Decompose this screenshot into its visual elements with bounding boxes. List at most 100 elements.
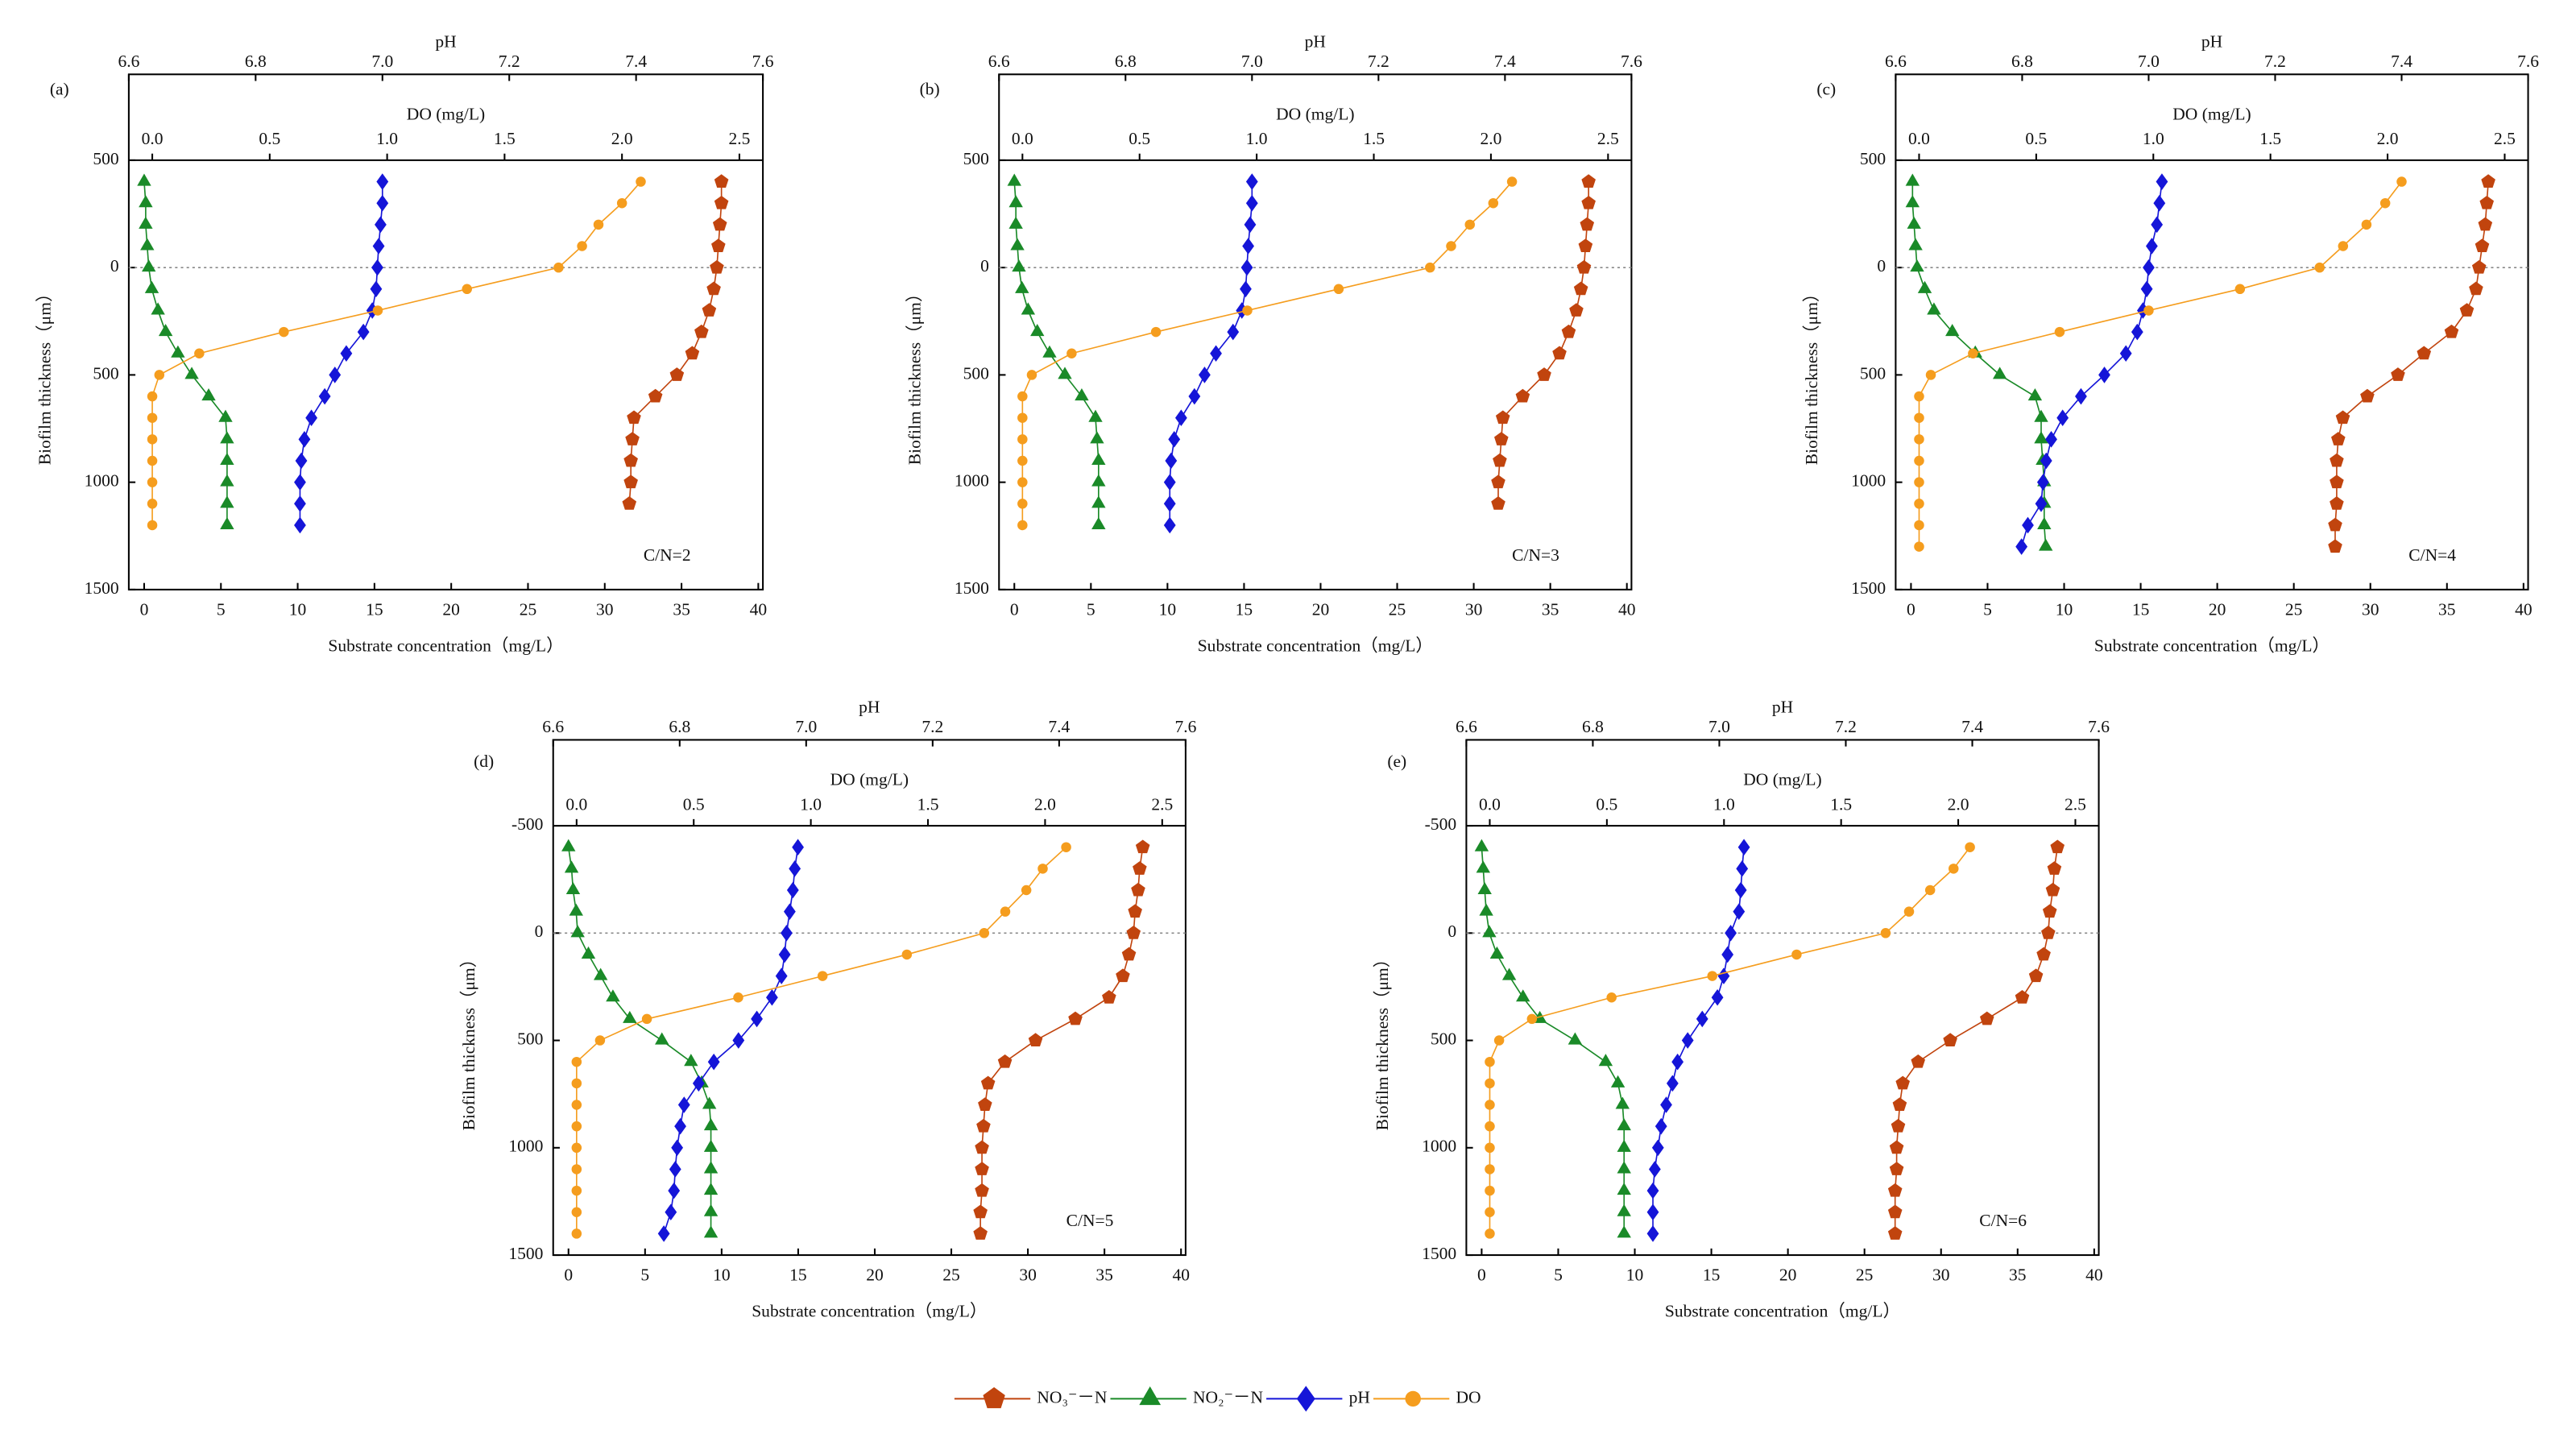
data-point (1495, 410, 1510, 425)
data-point (158, 324, 173, 337)
data-point (1133, 861, 1147, 875)
data-point (1088, 409, 1103, 422)
y-tick-label: 1500 (955, 578, 989, 598)
data-point (220, 495, 234, 508)
data-point (564, 860, 579, 873)
data-point (1091, 495, 1106, 508)
data-point (1163, 495, 1176, 512)
data-point (1485, 1164, 1495, 1174)
data-point (2098, 367, 2110, 383)
data-point (1568, 1032, 1583, 1045)
data-point (1030, 324, 1045, 337)
x2-tick-label: 2.0 (1034, 794, 1056, 814)
data-point (220, 474, 234, 487)
data-point (139, 195, 153, 208)
data-point (694, 324, 709, 338)
x2-tick-label: 1.5 (2259, 129, 2281, 148)
data-point (1880, 928, 1891, 938)
data-point (1949, 864, 1959, 874)
data-point (376, 173, 389, 190)
panel-label: (a) (50, 80, 69, 99)
y-tick-label: 500 (517, 1029, 543, 1048)
legend-marker (983, 1386, 1005, 1409)
y-tick-label: 1000 (955, 471, 989, 491)
data-point (1646, 1204, 1659, 1221)
y-tick-label: 1500 (1851, 578, 1886, 598)
data-point (2140, 280, 2153, 298)
x-axis-title: Substrate concentration（mg/L） (2094, 636, 2330, 656)
data-point (1943, 1033, 1957, 1047)
data-point (571, 1056, 582, 1067)
x2-tick-label: 0.0 (1012, 129, 1033, 148)
data-point (2036, 947, 2051, 961)
x2-tick-label: 2.5 (1597, 129, 1619, 148)
data-point (1617, 1161, 1631, 1174)
data-point (1617, 1225, 1631, 1238)
x2-tick-label: 0.5 (1596, 794, 1617, 814)
x-tick-label: 5 (217, 599, 226, 619)
data-point (2335, 410, 2350, 425)
x-tick-label: 5 (1554, 1266, 1563, 1285)
data-point (623, 1010, 637, 1023)
data-point (571, 1078, 582, 1089)
data-point (1028, 1033, 1043, 1047)
data-point (1493, 1035, 1505, 1046)
data-point (1733, 903, 1746, 920)
x3-tick-label: 7.2 (1835, 717, 1857, 736)
x3-tick-label: 7.2 (2264, 52, 2286, 71)
data-point (147, 520, 158, 531)
series-line (151, 181, 642, 525)
data-point (1015, 280, 1029, 293)
data-point (1128, 904, 1142, 918)
plot-frame (1895, 73, 2529, 590)
data-point (305, 409, 318, 427)
x3-tick-label: 7.4 (2391, 52, 2412, 71)
data-point (571, 1142, 582, 1154)
data-point (1474, 839, 1489, 851)
legend-label: NO₃⁻－N (1037, 1387, 1107, 1406)
data-point (789, 860, 801, 877)
y-tick-label: -500 (1425, 814, 1456, 834)
legend-label: pH (1349, 1387, 1370, 1406)
data-point (1914, 499, 1924, 509)
x2-tick-label: 0.0 (1479, 794, 1501, 814)
data-point (1925, 370, 1936, 380)
data-point (1485, 1185, 1495, 1196)
data-point (1671, 1053, 1684, 1071)
data-point (147, 455, 158, 466)
x-axis-title: Substrate concentration（mg/L） (328, 636, 563, 656)
data-point (2471, 259, 2487, 274)
data-point (2042, 904, 2057, 918)
x-tick-label: 30 (2362, 599, 2379, 619)
data-point (2330, 453, 2344, 467)
data-point (1066, 348, 1077, 359)
x3-tick-label: 7.4 (1961, 717, 1983, 736)
series-line (1013, 181, 1100, 525)
x2-tick-label: 2.5 (2065, 794, 2086, 814)
y-axis-title: Biofilm thickness（μm） (1802, 285, 1821, 466)
data-point (1333, 284, 1344, 295)
x-tick-label: 5 (640, 1266, 649, 1285)
x2-tick-label: 1.5 (494, 129, 516, 148)
data-point (2153, 194, 2166, 212)
data-point (1889, 1140, 1904, 1154)
data-point (616, 197, 627, 209)
data-point (636, 176, 646, 187)
x2-tick-label: 0.0 (142, 129, 164, 148)
data-point (703, 1139, 719, 1152)
x-tick-label: 25 (2285, 599, 2303, 619)
legend-label: NO₂⁻－N (1193, 1387, 1263, 1406)
x3-tick-label: 7.0 (2138, 52, 2160, 71)
x2-tick-label: 1.5 (1830, 794, 1852, 814)
data-point (674, 1117, 686, 1135)
x3-tick-label: 7.6 (1174, 717, 1196, 736)
data-point (627, 410, 641, 425)
data-point (1717, 967, 1730, 984)
x3-tick-label: 6.6 (118, 52, 139, 71)
x-tick-label: 30 (596, 599, 614, 619)
x3-tick-label: 6.8 (1582, 717, 1604, 736)
data-point (703, 1183, 719, 1195)
data-point (1537, 367, 1551, 381)
data-point (1485, 1100, 1495, 1110)
data-point (1446, 241, 1456, 251)
